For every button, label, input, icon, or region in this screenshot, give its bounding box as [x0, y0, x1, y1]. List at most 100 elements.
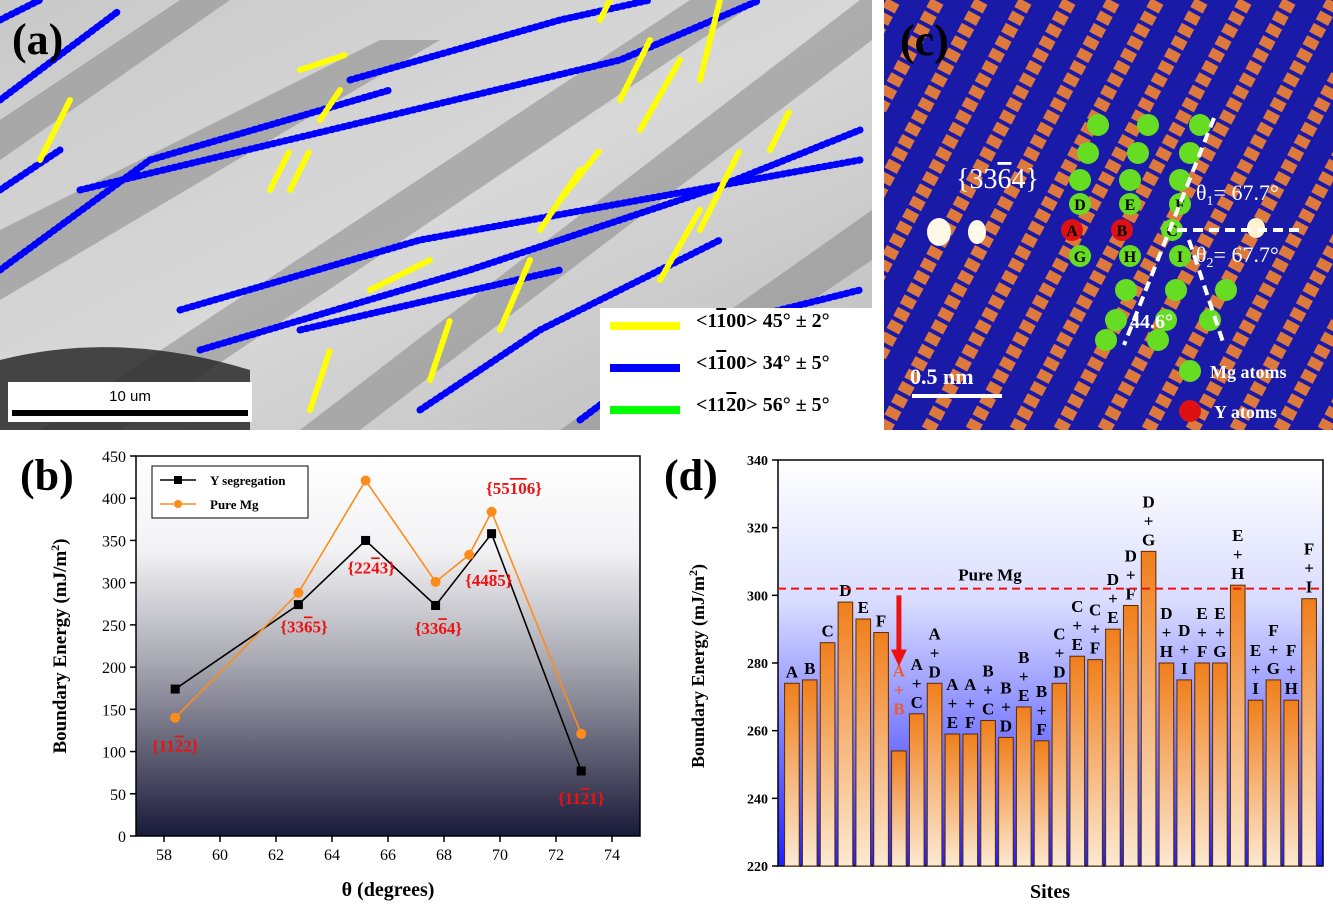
ytick-label-b: 400 — [102, 491, 126, 508]
bar — [873, 632, 889, 867]
xlabel-d: Sites — [1030, 881, 1070, 903]
atomic-column-row — [1097, 0, 1333, 434]
bar — [1069, 655, 1086, 867]
bar — [1033, 740, 1050, 867]
bar-label: B + C — [982, 662, 994, 719]
bar-label: B + D — [1000, 678, 1012, 735]
legend-swatch-blue — [610, 364, 680, 372]
scale-bar: 10 um — [8, 382, 252, 422]
axes-d: 220 240 260 280 300 320 340 — [747, 454, 778, 875]
xtick-label-b: 62 — [268, 847, 284, 864]
scale-label: 10 um — [109, 388, 151, 405]
mg-atom — [1161, 219, 1183, 241]
atomic-column-row — [1185, 151, 1333, 434]
atomic-column-row — [833, 0, 1077, 434]
atomic-column-row — [965, 0, 1209, 434]
legend-label-green: <1120> 56° ± 5° — [696, 394, 830, 416]
mg-atom — [1069, 169, 1091, 191]
xtick-label-b: 72 — [548, 847, 564, 864]
blue-boundaries — [0, 0, 864, 424]
xtick-label-b: 58 — [156, 847, 172, 864]
series-lines-b — [170, 475, 587, 776]
mg-atom — [1189, 114, 1211, 136]
data-point — [576, 728, 587, 739]
site-label: D — [1074, 197, 1086, 214]
reference-line-d: Pure Mg — [778, 566, 1323, 590]
data-point — [487, 529, 497, 539]
data-point — [430, 576, 441, 587]
y-atom — [1111, 219, 1133, 241]
bar-label: C + D — [1053, 624, 1065, 681]
bar — [1194, 662, 1210, 867]
data-point — [170, 712, 181, 723]
miller-index-label: {3364} — [415, 619, 463, 638]
site-label: F — [1175, 197, 1185, 214]
site-label: I — [1177, 249, 1183, 266]
ytick-label-d: 340 — [747, 454, 768, 469]
bar — [891, 750, 907, 867]
legend-label-yellow: <1100> 45° ± 2° — [696, 310, 830, 332]
legend-mg-marker — [1179, 360, 1201, 382]
mg-atom — [1165, 279, 1187, 301]
bar — [1140, 550, 1157, 867]
bar-label: A — [786, 662, 799, 681]
bar-label: E + H — [1231, 526, 1244, 583]
y-atom — [1061, 219, 1083, 241]
boundary-legend: <1100> 45° ± 2° <1100> 34° ± 5° <1120> 5… — [600, 308, 872, 430]
ytick-label-d: 240 — [747, 792, 768, 807]
bar-label: F — [876, 612, 886, 631]
site-label: E — [1125, 197, 1136, 214]
bar-label: D + H — [1160, 604, 1173, 661]
ytick-label-b: 50 — [110, 787, 126, 804]
xlabel-b: θ (degrees) — [342, 879, 435, 901]
mg-atom — [1077, 142, 1099, 164]
miller-index-label: {4485} — [465, 571, 513, 590]
xtick-label-b: 70 — [492, 847, 508, 864]
site-label: H — [1124, 249, 1137, 266]
panel-b: (b) 0 50 100 150 200 250 300 350 400 450 58 60 62 64 6… — [0, 440, 660, 906]
miller-index-label: {1122} — [152, 737, 199, 756]
mg-atom — [1179, 142, 1201, 164]
bar-label: C + F — [1089, 601, 1101, 658]
ytick-label-b: 350 — [102, 533, 126, 550]
bar-label: A + F — [964, 675, 977, 732]
ytick-label-d: 220 — [747, 860, 768, 875]
bars-d: A BC DEF A + B A + C A + D A + E A + F B + C B + D B + E B + F C + D C + E C… — [784, 492, 1317, 867]
bar — [837, 601, 854, 867]
ytick-label-b: 150 — [102, 702, 126, 719]
axes-b: 0 50 100 150 200 250 300 350 400 450 58 60 62 64 66 68 7… — [102, 449, 620, 864]
ebsd-map — [0, 0, 872, 430]
mg-atom — [1069, 245, 1091, 267]
ylabel-b: Boundary Energy (mJ/m2) — [48, 538, 71, 753]
mg-atom — [1147, 329, 1169, 351]
legend-y-marker — [1179, 400, 1201, 422]
bar-label: D + G — [1142, 492, 1155, 549]
legend-pure-mg: Pure Mg — [210, 497, 259, 512]
panel-c: D E F A B C G H I (c) {3364} θ1= 67.7° θ2= 67.7°… — [437, 0, 1333, 434]
mg-atom — [1119, 169, 1141, 191]
bar-label: B — [804, 659, 815, 678]
bar-label: B + E — [1018, 648, 1029, 705]
ytick-label-b: 300 — [102, 576, 126, 593]
miller-index-label: {55106} — [486, 479, 542, 498]
bar — [944, 733, 961, 867]
bar-label: C — [821, 622, 833, 641]
atomic-column-row — [1141, 69, 1333, 434]
ytick-label-b: 0 — [118, 829, 126, 846]
bar — [1212, 662, 1228, 867]
mg-atom — [1069, 193, 1091, 215]
ytick-label-d: 280 — [747, 657, 768, 672]
mg-atom — [1087, 114, 1109, 136]
bar-label: D + E — [1107, 570, 1119, 627]
guide-lines — [1122, 117, 1304, 346]
plot-area-b — [135, 455, 641, 837]
mg-atom — [1137, 114, 1159, 136]
atomic-column-row — [877, 0, 1121, 434]
bar — [1283, 699, 1300, 867]
bar-label: A + E — [946, 675, 959, 732]
legend-label-blue: <1100> 34° ± 5° — [696, 352, 830, 374]
miller-index-label: {3365} — [280, 617, 328, 636]
data-point — [360, 475, 371, 486]
bar — [998, 736, 1014, 867]
angle-label: 44.6° — [1130, 311, 1173, 333]
